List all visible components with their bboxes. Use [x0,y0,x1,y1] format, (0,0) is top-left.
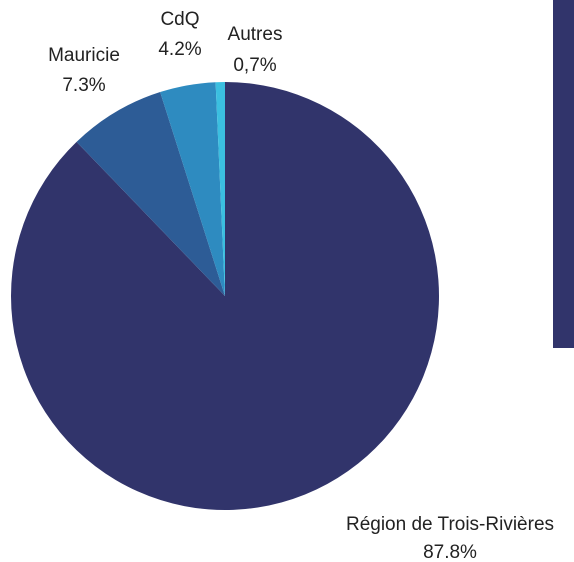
slice-label: Autres [228,24,283,45]
pie-slice [10,82,439,510]
side-panel [553,0,574,348]
slice-value: 0,7% [233,55,276,76]
pie-slice [76,92,225,296]
pie-slice [160,82,225,296]
pie-slice [215,82,225,296]
slice-label: CdQ [160,9,199,30]
slice-value: 4.2% [158,39,201,60]
slice-label: Région de Trois-Rivières [346,514,554,535]
slice-value: 87.8% [423,542,477,562]
slice-value: 7.3% [62,75,105,96]
slice-label: Mauricie [48,45,120,66]
